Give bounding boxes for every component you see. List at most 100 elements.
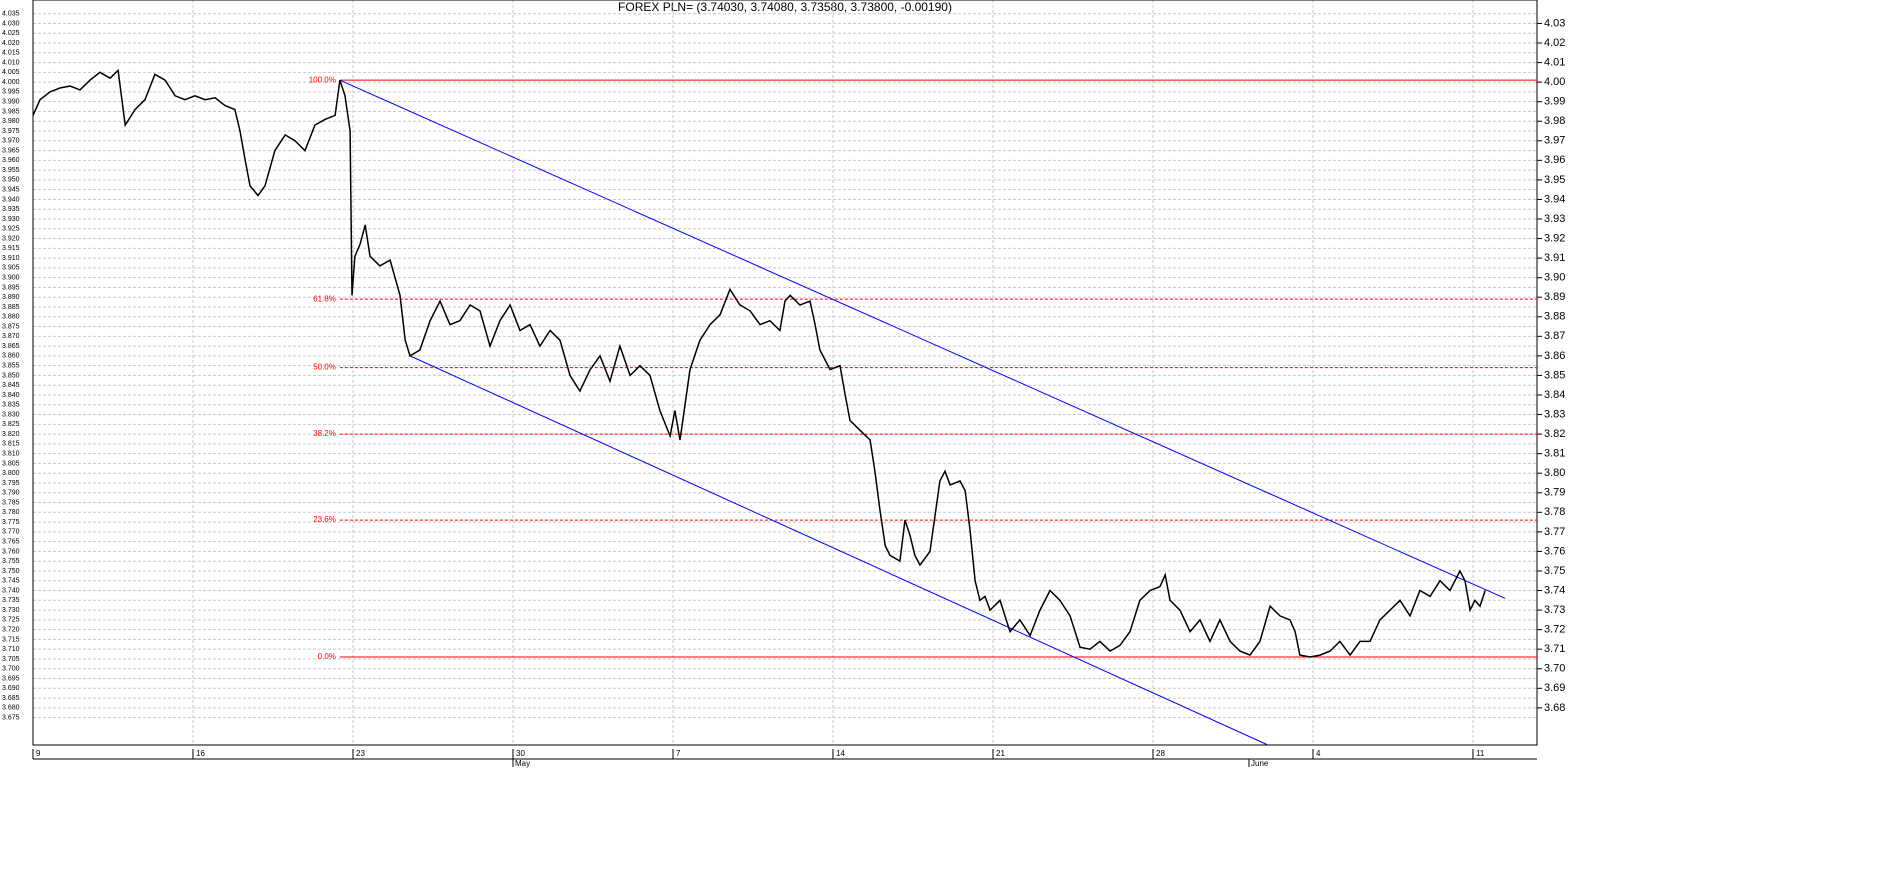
y-tick-label: 3.955 <box>2 167 20 174</box>
y-tick-label: 4.000 <box>2 79 20 86</box>
y-tick-label: 3.820 <box>2 431 20 438</box>
fib-label: 50.0% <box>313 363 336 372</box>
x-tick-label: 4 <box>1316 749 1321 758</box>
x-tick-label: 16 <box>196 749 205 758</box>
y-tick-label: 3.890 <box>2 294 20 301</box>
y-tick-label: 3.980 <box>2 118 20 125</box>
y-tick-label: 3.960 <box>2 157 20 164</box>
y-tick-label: 3.995 <box>2 89 20 96</box>
y2-tick-label: 3.83 <box>1544 408 1565 420</box>
y-tick-label: 3.725 <box>2 617 20 624</box>
y-tick-label: 3.710 <box>2 646 20 653</box>
y-tick-label: 3.950 <box>2 177 20 184</box>
y-tick-label: 3.750 <box>2 568 20 575</box>
y-tick-label: 3.675 <box>2 714 20 721</box>
y2-tick-label: 3.79 <box>1544 487 1565 499</box>
y-tick-label: 3.920 <box>2 235 20 242</box>
price-line <box>32 68 1486 658</box>
y2-tick-label: 3.86 <box>1544 350 1565 362</box>
y-tick-label: 4.030 <box>2 20 20 27</box>
fib-label: 100.0% <box>309 75 336 84</box>
y2-tick-label: 3.75 <box>1544 565 1565 577</box>
y-tick-label: 3.795 <box>2 480 20 487</box>
y-tick-label: 3.940 <box>2 196 20 203</box>
y2-tick-label: 3.70 <box>1544 663 1565 675</box>
month-label: May <box>515 759 530 768</box>
y2-tick-label: 3.96 <box>1544 154 1565 166</box>
y2-tick-label: 3.68 <box>1544 702 1565 714</box>
y-tick-label: 3.735 <box>2 597 20 604</box>
y2-tick-label: 3.95 <box>1544 174 1565 186</box>
y-tick-label: 3.865 <box>2 343 20 350</box>
fib-label: 23.6% <box>313 515 336 524</box>
y-tick-label: 3.895 <box>2 284 20 291</box>
y2-tick-label: 3.78 <box>1544 506 1565 518</box>
y-tick-label: 3.870 <box>2 333 20 340</box>
y-tick-label: 3.830 <box>2 411 20 418</box>
y-tick-label: 3.880 <box>2 314 20 321</box>
y-tick-label: 3.785 <box>2 499 20 506</box>
y2-tick-label: 4.03 <box>1544 17 1565 29</box>
y-tick-label: 3.685 <box>2 695 20 702</box>
fib-label: 38.2% <box>313 429 336 438</box>
y-tick-label: 3.705 <box>2 656 20 663</box>
y-tick-label: 3.975 <box>2 128 20 135</box>
y2-tick-label: 4.01 <box>1544 56 1565 68</box>
y2-tick-label: 3.84 <box>1544 389 1565 401</box>
y-tick-label: 3.965 <box>2 147 20 154</box>
y-tick-label: 3.925 <box>2 226 20 233</box>
y2-tick-label: 3.98 <box>1544 115 1565 127</box>
y2-tick-label: 3.89 <box>1544 291 1565 303</box>
y-tick-label: 3.910 <box>2 255 20 262</box>
y2-tick-label: 3.87 <box>1544 330 1565 342</box>
y-tick-label: 3.885 <box>2 304 20 311</box>
y2-tick-label: 4.00 <box>1544 76 1565 88</box>
trend-line <box>339 79 1506 599</box>
x-tick-label: 9 <box>36 749 41 758</box>
y-tick-label: 3.700 <box>2 666 20 673</box>
y-tick-label: 4.020 <box>2 40 20 47</box>
y-tick-label: 3.770 <box>2 529 20 536</box>
y2-tick-label: 3.69 <box>1544 682 1565 694</box>
y-tick-label: 3.745 <box>2 578 20 585</box>
y2-tick-label: 3.91 <box>1544 252 1565 264</box>
y2-tick-label: 3.72 <box>1544 624 1565 636</box>
y-tick-label: 3.730 <box>2 607 20 614</box>
y2-tick-label: 3.80 <box>1544 467 1565 479</box>
y-tick-label: 3.860 <box>2 353 20 360</box>
x-tick-label: 21 <box>996 749 1005 758</box>
y-tick-label: 3.990 <box>2 99 20 106</box>
y-tick-label: 3.690 <box>2 685 20 692</box>
y-tick-label: 3.695 <box>2 675 20 682</box>
y2-tick-label: 3.92 <box>1544 232 1565 244</box>
y-tick-label: 3.790 <box>2 490 20 497</box>
y2-tick-label: 3.85 <box>1544 369 1565 381</box>
y-tick-label: 3.845 <box>2 382 20 389</box>
y-tick-label: 3.935 <box>2 206 20 213</box>
x-tick-label: 14 <box>836 749 845 758</box>
x-tick-label: 28 <box>1156 749 1165 758</box>
y-tick-label: 3.850 <box>2 372 20 379</box>
plot-frame <box>32 0 1538 746</box>
x-tick-label: 23 <box>356 749 365 758</box>
y-tick-label: 3.840 <box>2 392 20 399</box>
y-tick-label: 3.780 <box>2 509 20 516</box>
y-tick-label: 3.985 <box>2 108 20 115</box>
x-tick-label: 11 <box>1476 749 1485 758</box>
y2-tick-label: 3.99 <box>1544 96 1565 108</box>
y-tick-label: 3.680 <box>2 705 20 712</box>
y2-tick-label: 3.71 <box>1544 643 1565 655</box>
y2-tick-label: 3.77 <box>1544 526 1565 538</box>
y-tick-label: 4.015 <box>2 50 20 57</box>
y-tick-label: 3.945 <box>2 187 20 194</box>
y2-tick-label: 3.90 <box>1544 272 1565 284</box>
y-tick-label: 3.760 <box>2 548 20 555</box>
y2-tick-label: 3.94 <box>1544 193 1565 205</box>
y2-tick-label: 3.82 <box>1544 428 1565 440</box>
y-tick-label: 3.805 <box>2 460 20 467</box>
x-tick-label: 30 <box>516 749 525 758</box>
y-tick-label: 4.010 <box>2 59 20 66</box>
y-tick-label: 4.025 <box>2 30 20 37</box>
